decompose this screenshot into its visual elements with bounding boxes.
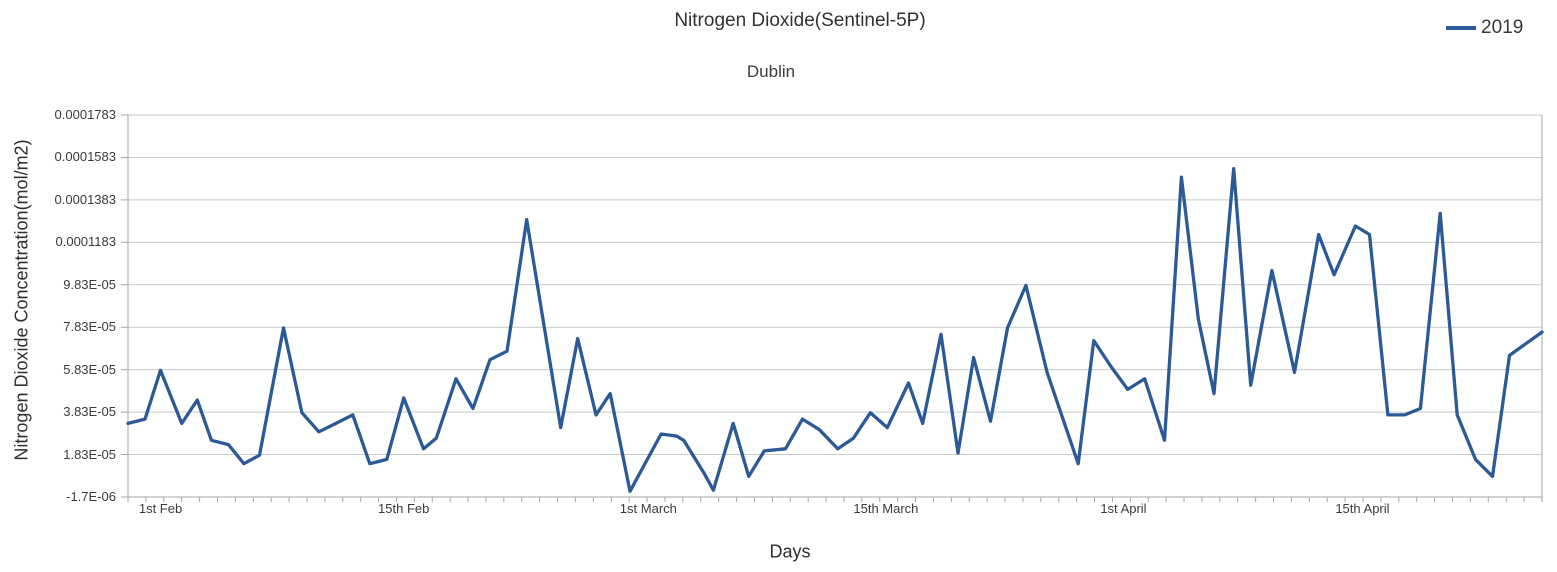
gridlines [128, 114, 1542, 498]
legend: 2019 [1446, 17, 1523, 39]
x-tick-label: 15th Feb [378, 501, 430, 516]
x-tick-label: 15th March [853, 501, 919, 516]
y-tick-label: 0.0001583 [54, 149, 116, 165]
y-tick-label: 3.83E-05 [63, 404, 116, 420]
y-axis-ticks [121, 114, 128, 498]
chart-title: Nitrogen Dioxide(Sentinel-5P) [674, 10, 926, 31]
y-tick-label: 0.0001383 [54, 191, 116, 207]
x-tick-label: 15th April [1335, 501, 1390, 516]
x-tick-label: 1st Feb [138, 501, 183, 516]
chart-subtitle: Dublin [746, 62, 796, 81]
legend-series-label: 2019 [1481, 17, 1524, 38]
y-tick-label: 9.83E-05 [63, 276, 116, 292]
legend-line-swatch [1446, 26, 1476, 30]
series-line-2019 [126, 167, 1544, 493]
plot-border [127, 115, 1543, 498]
y-tick-label: 7.83E-05 [63, 319, 116, 335]
y-tick-label: 0.0001783 [54, 107, 116, 122]
x-axis-ticks [127, 497, 1543, 502]
x-tick-label: 1st March [619, 501, 677, 516]
y-tick-label: -1.7E-06 [66, 489, 116, 504]
y-tick-label: 1.83E-05 [63, 446, 116, 462]
x-axis-title: Days [769, 541, 811, 562]
x-tick-label: 1st April [1100, 501, 1147, 516]
y-tick-label: 0.0001183 [55, 234, 117, 250]
y-tick-label: 5.83E-05 [63, 361, 116, 377]
